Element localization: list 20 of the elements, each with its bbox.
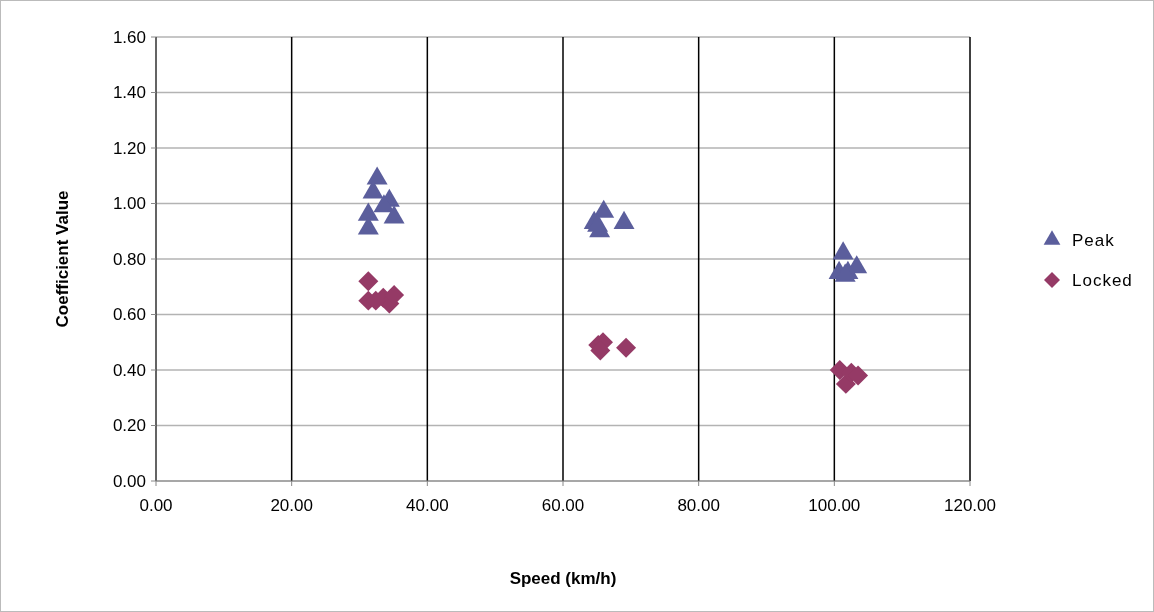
legend-label: Peak — [1072, 230, 1115, 250]
y-tick-label: 1.20 — [112, 138, 146, 158]
x-tick-label: 80.00 — [677, 496, 720, 515]
y-tick-label: 0.60 — [112, 305, 146, 325]
x-tick-label: 60.00 — [541, 496, 585, 515]
y-tick-label: 0.00 — [112, 471, 146, 491]
y-tick-label: 1.40 — [112, 83, 146, 103]
y-tick-label: 1.60 — [112, 27, 146, 47]
y-axis-title: Coefficient Value — [53, 190, 72, 328]
x-axis-title: Speed (km/h) — [509, 569, 617, 588]
y-tick-label: 0.40 — [112, 360, 146, 380]
x-tick-label: 20.00 — [270, 496, 313, 515]
y-tick-label: 0.20 — [112, 416, 146, 436]
x-tick-label: 0.00 — [139, 496, 173, 515]
legend-label: Locked — [1072, 270, 1133, 290]
x-tick-label: 120.00 — [944, 496, 996, 515]
y-tick-label: 1.00 — [112, 194, 146, 214]
y-tick-label: 0.80 — [112, 249, 146, 269]
x-tick-label: 100.00 — [808, 496, 861, 515]
x-tick-label: 40.00 — [406, 496, 449, 515]
